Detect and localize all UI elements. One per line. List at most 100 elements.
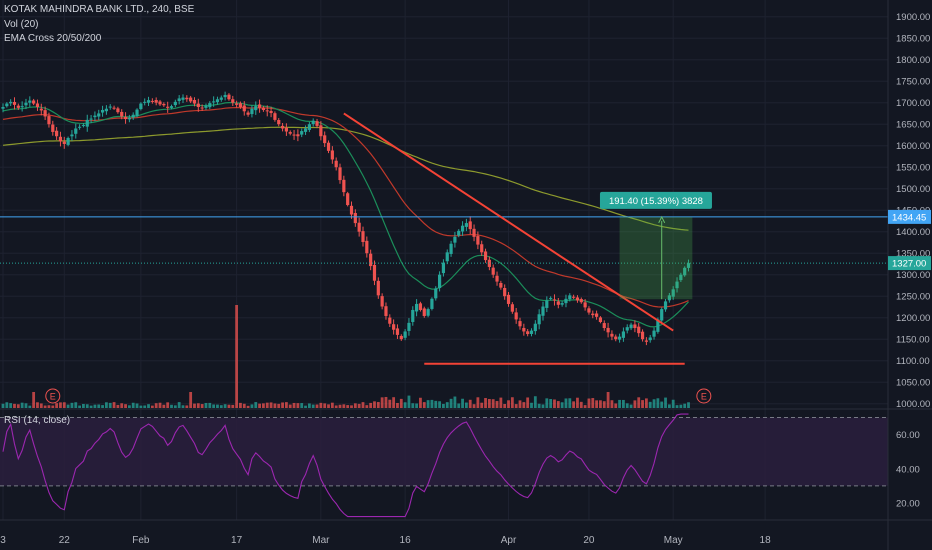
candle-body	[510, 304, 514, 312]
volume-bar	[602, 401, 606, 408]
volume-bar	[36, 402, 39, 408]
volume-bar	[181, 405, 185, 408]
volume-bar	[227, 404, 231, 408]
volume-bar	[572, 401, 576, 408]
volume-bar	[487, 399, 491, 408]
candle-body	[503, 287, 507, 297]
time-tick: Mar	[312, 535, 330, 546]
volume-bar	[579, 401, 583, 408]
volume-bar	[223, 404, 227, 408]
candle-body	[185, 97, 189, 100]
candle-body	[392, 324, 396, 330]
candle-body	[514, 312, 518, 320]
time-axis[interactable]: 3 22 Feb 17 Mar 16 Apr 20 May 18	[0, 519, 932, 546]
candle-body	[361, 231, 365, 243]
volume-bar	[105, 402, 108, 408]
candle-body	[39, 108, 43, 111]
symbol-title[interactable]: KOTAK MAHINDRA BANK LTD., 240, BSE	[4, 4, 195, 15]
candle-body	[66, 137, 70, 145]
volume-bar	[124, 404, 127, 408]
volume-bar	[503, 403, 507, 408]
price-tick: 1600.00	[896, 141, 930, 152]
price-axis[interactable]: 1000.00 1050.00 1100.00 1150.00 1200.00 1250.…	[887, 0, 931, 550]
candle-body	[120, 111, 124, 117]
volume-bar	[499, 397, 503, 408]
candle-body	[326, 142, 331, 151]
volume-bar	[396, 403, 399, 408]
candle-body	[549, 297, 553, 299]
volume-bar	[438, 401, 441, 408]
volume-bar	[648, 401, 652, 408]
candle-body	[644, 340, 648, 342]
volume-bar	[545, 398, 549, 408]
candle-body	[411, 309, 415, 322]
candle-body	[131, 114, 135, 118]
volume-bar	[269, 402, 273, 408]
candle-body	[430, 298, 434, 309]
volume-bar	[687, 402, 690, 408]
candle-body	[200, 107, 204, 109]
candle-body	[35, 103, 40, 107]
price-tick: 1850.00	[896, 34, 930, 45]
candle-body	[617, 336, 622, 340]
earnings-badge	[696, 388, 712, 404]
rsi-legend[interactable]: RSI (14, close)	[4, 415, 71, 426]
candle-body	[491, 267, 495, 275]
volume-legend[interactable]: Vol (20)	[4, 19, 39, 30]
candle-body	[219, 97, 223, 100]
volume-bar	[85, 404, 89, 408]
candle-body	[169, 106, 174, 108]
candle-body	[495, 275, 499, 282]
rsi-tick: 20.00	[896, 498, 920, 509]
candle-body	[640, 331, 645, 340]
ema200-line	[2, 126, 689, 231]
candle-body	[246, 112, 250, 115]
volume-bar	[403, 402, 407, 408]
price-tick: 1050.00	[896, 378, 930, 389]
volume-bar	[353, 403, 357, 408]
volume-bar	[200, 404, 204, 408]
price-tick: 1900.00	[896, 12, 930, 23]
volume-bar	[442, 403, 445, 408]
candle-body	[506, 294, 511, 304]
volume-bars	[1, 305, 690, 408]
volume-bar	[242, 403, 246, 408]
candle-body	[434, 288, 438, 299]
volume-bar	[150, 405, 154, 408]
volume-bar	[445, 402, 449, 408]
volume-bar	[185, 405, 189, 408]
candle-body	[415, 303, 419, 312]
volume-bar	[5, 402, 9, 408]
candle-body	[1, 107, 5, 109]
current-price-label: 1327.00	[892, 259, 926, 270]
candle-body	[319, 125, 323, 137]
volume-bar	[1, 403, 5, 408]
volume-bar	[78, 405, 81, 408]
candle-body	[621, 331, 626, 338]
volume-bar	[472, 404, 476, 408]
volume-bar	[131, 402, 135, 408]
candle-body	[143, 101, 147, 103]
volume-bar	[89, 405, 93, 408]
volume-bar	[323, 403, 327, 408]
candle-body	[522, 327, 526, 332]
volume-bar	[480, 402, 484, 408]
candle-body	[422, 308, 426, 316]
candle-body	[441, 262, 446, 274]
ema-legend[interactable]: EMA Cross 20/50/200	[4, 33, 102, 44]
volume-bar	[162, 404, 166, 408]
volume-bar	[422, 402, 426, 408]
volume-bar	[135, 403, 139, 408]
candle-body	[139, 103, 143, 110]
candle-body	[288, 132, 292, 134]
time-tick: Feb	[132, 535, 150, 546]
price-tick: 1750.00	[896, 77, 930, 88]
candle-body	[667, 295, 671, 301]
volume-bar	[127, 405, 131, 408]
volume-bar	[644, 398, 648, 408]
candle-body	[296, 134, 300, 137]
candle-body	[135, 109, 139, 117]
volume-bar	[591, 398, 595, 408]
